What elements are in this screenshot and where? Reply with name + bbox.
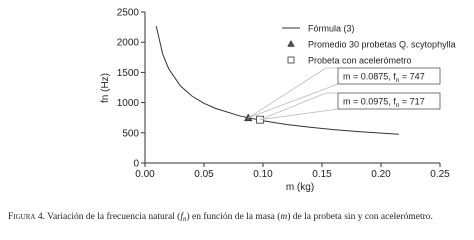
y-tick-label: 1000	[117, 98, 140, 109]
caption-part: Figura 4.	[8, 212, 45, 222]
connector	[248, 67, 327, 119]
y-tick-label: 2500	[117, 8, 140, 19]
caption-part: ) de la probeta sin y con acelerómetro.	[287, 211, 433, 222]
connector	[259, 108, 339, 121]
connector	[248, 83, 339, 119]
y-tick-label: 0	[133, 159, 139, 170]
annotation-text: = 747	[399, 72, 424, 82]
annotation-box	[337, 92, 441, 110]
y-tick-label: 2000	[117, 38, 140, 49]
connector	[259, 92, 327, 121]
x-tick-label: 0.00	[135, 169, 155, 180]
formula-line	[155, 25, 399, 135]
caption: Figura 4. Variación de la frecuencia nat…	[8, 211, 433, 223]
annotation: m = 0.0975, fn = 717	[343, 97, 425, 110]
annotation-sub: n	[396, 102, 400, 109]
annotation: m = 0.0875, fn = 747	[343, 72, 425, 85]
caption-part: f	[180, 211, 184, 222]
caption-part: n	[183, 215, 187, 223]
x-axis-label: m (kg)	[286, 182, 314, 193]
legend-swatch	[287, 40, 295, 47]
annotation-sub: n	[396, 77, 400, 84]
y-axis-label: fn (Hz)	[100, 73, 111, 103]
x-tick-label: 0.25	[430, 169, 450, 180]
legend-label: Promedio 30 probetas Q. scytophylla	[308, 40, 456, 50]
y-tick-label: 1500	[117, 68, 140, 79]
caption-part: m	[280, 212, 287, 222]
annotation-box	[337, 67, 441, 85]
legend-swatch	[287, 56, 295, 64]
caption-part: Variación de la frecuencia natural (	[45, 211, 180, 222]
x-tick-label: 0.05	[194, 169, 214, 180]
caption-part: ) en función de la masa (	[186, 211, 280, 222]
chart: m (kg) fn (Hz) Figura 4. Variación de la…	[8, 8, 456, 224]
y-tick-label: 500	[122, 128, 139, 139]
legend-label: Fórmula (3)	[308, 24, 355, 34]
x-tick-label: 0.20	[371, 169, 391, 180]
annotation-text: m = 0.0975, f	[343, 97, 396, 107]
x-tick-label: 0.10	[253, 169, 273, 180]
annotation-text: m = 0.0875, f	[343, 72, 396, 82]
legend-label: Probeta con acelerómetro	[308, 56, 412, 66]
annotation-text: = 717	[399, 97, 424, 107]
x-tick-label: 0.15	[312, 169, 332, 180]
